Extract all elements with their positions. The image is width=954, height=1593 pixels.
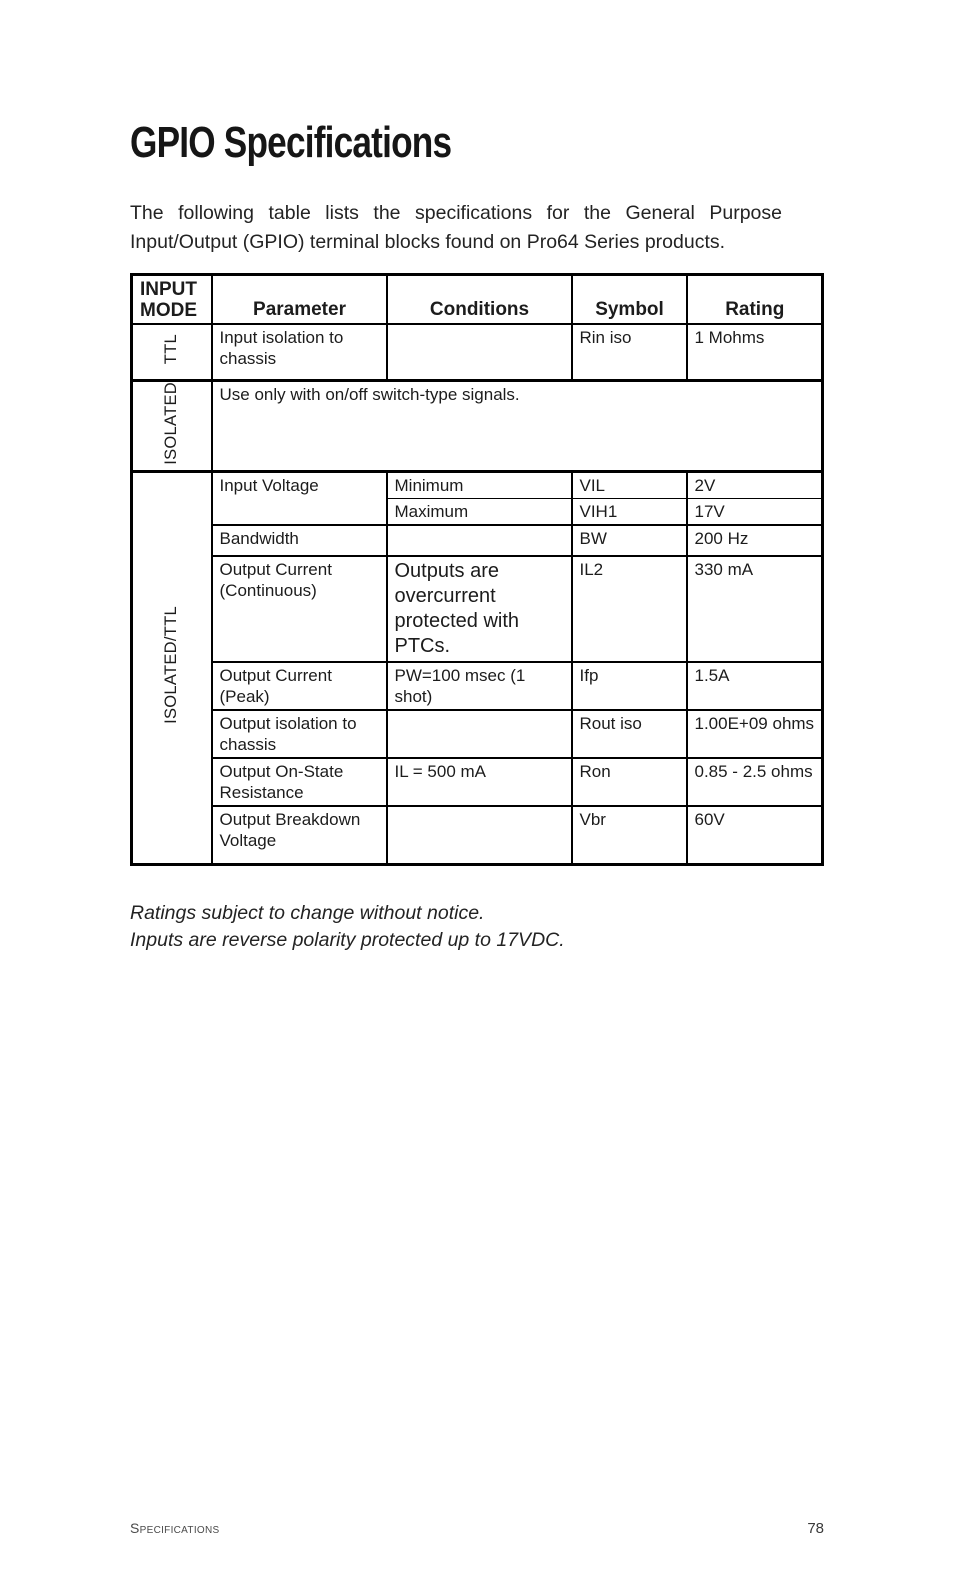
cell-parameter: Output isolation to chassis (210, 708, 388, 759)
cell-rating: 200 Hz (685, 523, 824, 557)
cell-conditions: Outputs are overcurrent protected with P… (385, 554, 573, 663)
footnote-inputs: Inputs are reverse polarity protected up… (130, 929, 565, 951)
cell-rating: 17V (685, 497, 824, 526)
footer-page-number: 78 (807, 1520, 824, 1537)
cell-symbol: Vbr (570, 804, 688, 866)
cell-rating: 330 mA (685, 554, 824, 663)
cell-parameter: Input isolation to chassis (210, 323, 388, 381)
cell-rating: 60V (685, 804, 824, 866)
cell-symbol: IL2 (570, 554, 688, 663)
cell-conditions (385, 708, 573, 759)
row-group-cell-isolated: ISOLATED (130, 378, 213, 472)
cell-conditions (385, 323, 573, 381)
cell-parameter: Output On-State Resistance (210, 756, 388, 807)
table-row: Output Current (Continuous) Outputs are … (132, 554, 824, 663)
column-header-input-mode: INPUT MODE (130, 273, 213, 325)
table-row: ISOLATED/TTL Input Voltage Minimum VIL 2… (130, 469, 824, 866)
cell-isolated-note: Use only with on/off switch-type signals… (210, 378, 824, 472)
cell-rating: 2V (685, 469, 824, 499)
intro-paragraph: The following table lists the specificat… (130, 202, 782, 253)
table-row: Output On-State Resistance IL = 500 mA R… (132, 756, 824, 807)
column-header-parameter: Parameter (210, 273, 388, 325)
table-row: ISOLATED Use only with on/off switch-typ… (130, 378, 824, 472)
document-page: GPIO Specifications The following table … (0, 118, 954, 954)
cell-rating: 1.5A (685, 660, 824, 711)
cell-parameter: Input Voltage (210, 469, 388, 526)
table-row: Output isolation to chassis Rout iso 1.0… (132, 708, 824, 759)
row-group-label-isolated: ISOLATED (162, 381, 181, 465)
cell-conditions: Maximum (385, 497, 573, 526)
row-group-label-isolated-ttl: ISOLATED/TTL (162, 606, 181, 725)
row-group-label-ttl: TTL (162, 334, 181, 365)
row-group-cell-ttl: TTL (130, 323, 213, 381)
column-header-symbol: Symbol (570, 273, 688, 325)
cell-symbol: Rin iso (570, 323, 688, 381)
cell-parameter: Output Breakdown Voltage (210, 804, 388, 866)
page-footer: Specifications 78 (130, 1520, 824, 1537)
table-row: Output Current (Peak) PW=100 msec (1 sho… (132, 660, 824, 711)
table-row: Output Breakdown Voltage Vbr 60V (132, 804, 824, 866)
cell-conditions (385, 804, 573, 866)
cell-symbol: VIL (570, 469, 688, 499)
cell-symbol: Ifp (570, 660, 688, 711)
gpio-specifications-table: INPUT MODE Parameter Conditions Symbol R… (130, 273, 824, 866)
cell-rating: 1.00E+09 ohms (685, 708, 824, 759)
footnote-ratings: Ratings subject to change without notice… (130, 902, 485, 924)
cell-parameter: Output Current (Continuous) (210, 554, 388, 663)
cell-symbol: VIH1 (570, 497, 688, 526)
column-header-rating: Rating (685, 273, 824, 325)
table-row: Bandwidth BW 200 Hz (132, 523, 824, 557)
cell-symbol: Ron (570, 756, 688, 807)
row-group-cell-isolated-ttl: ISOLATED/TTL (130, 469, 213, 866)
cell-conditions (385, 523, 573, 557)
table-header-row: INPUT MODE Parameter Conditions Symbol R… (130, 273, 824, 325)
table-row: TTL Input isolation to chassis Rin iso 1… (130, 323, 824, 381)
cell-symbol: Rout iso (570, 708, 688, 759)
footer-section-label: Specifications (130, 1520, 220, 1536)
page-title: GPIO Specifications (130, 118, 452, 167)
cell-rating: 1 Mohms (685, 323, 824, 381)
column-header-conditions: Conditions (385, 273, 573, 325)
footnotes: Ratings subject to change without notice… (130, 900, 824, 954)
cell-symbol: BW (570, 523, 688, 557)
cell-parameter: Bandwidth (210, 523, 388, 557)
cell-rating: 0.85 - 2.5 ohms (685, 756, 824, 807)
cell-conditions: IL = 500 mA (385, 756, 573, 807)
cell-parameter: Output Current (Peak) (210, 660, 388, 711)
cell-conditions: Minimum (385, 469, 573, 499)
cell-conditions: PW=100 msec (1 shot) (385, 660, 573, 711)
